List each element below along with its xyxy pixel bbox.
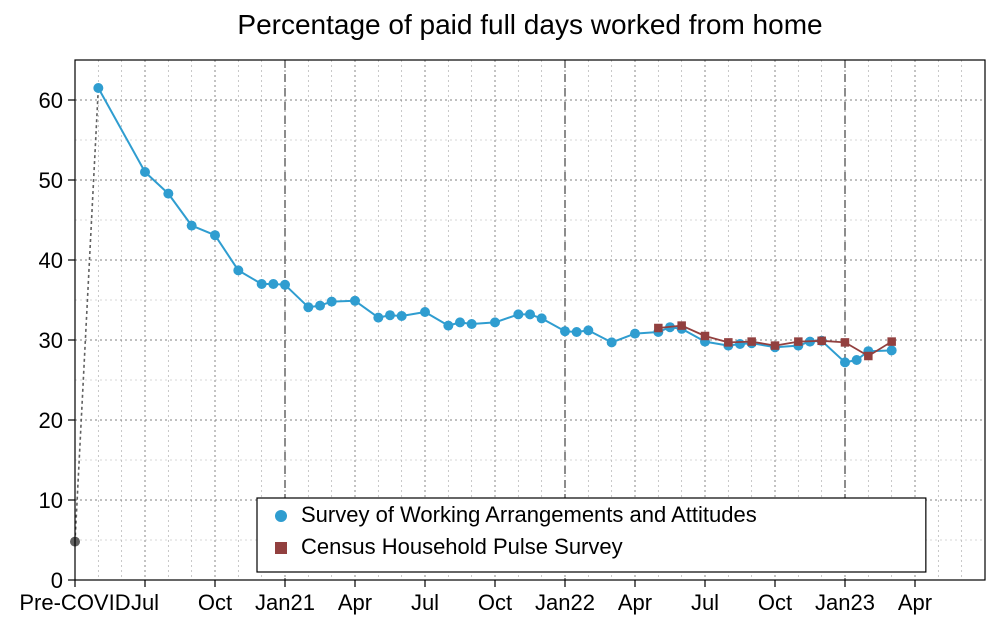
legend-swatch-swaa — [275, 510, 287, 522]
series-marker-census — [701, 332, 710, 341]
series-marker-census — [747, 337, 756, 346]
ytick-label: 40 — [39, 248, 63, 273]
series-marker-swaa — [140, 167, 150, 177]
wfh-chart-svg: Percentage of paid full days worked from… — [0, 0, 1000, 632]
chart-container: Percentage of paid full days worked from… — [0, 0, 1000, 632]
series-marker-swaa — [268, 279, 278, 289]
series-marker-swaa — [443, 321, 453, 331]
ytick-label: 20 — [39, 408, 63, 433]
series-marker-swaa — [607, 337, 617, 347]
series-marker-swaa — [513, 309, 523, 319]
series-marker-census — [654, 324, 663, 333]
ytick-label: 10 — [39, 488, 63, 513]
series-marker-swaa — [840, 357, 850, 367]
series-marker-swaa — [93, 83, 103, 93]
ytick-label: 30 — [39, 328, 63, 353]
series-marker-swaa — [572, 327, 582, 337]
xtick-label: Apr — [618, 590, 652, 615]
series-marker-census — [864, 352, 873, 361]
ytick-label: 60 — [39, 88, 63, 113]
series-marker-swaa — [583, 325, 593, 335]
legend-label-swaa: Survey of Working Arrangements and Attit… — [301, 502, 757, 527]
series-marker-swaa — [467, 319, 477, 329]
series-marker-swaa — [852, 355, 862, 365]
series-marker-census — [771, 341, 780, 350]
legend-label-census: Census Household Pulse Survey — [301, 534, 623, 559]
xtick-label: Jul — [691, 590, 719, 615]
xtick-label: Apr — [898, 590, 932, 615]
series-marker-swaa — [280, 280, 290, 290]
chart-title: Percentage of paid full days worked from… — [237, 9, 822, 40]
legend-swatch-census — [275, 542, 287, 554]
series-marker-swaa — [560, 326, 570, 336]
series-marker-swaa — [887, 345, 897, 355]
series-marker-swaa — [210, 230, 220, 240]
series-marker-swaa — [315, 301, 325, 311]
xtick-label: Jan22 — [535, 590, 595, 615]
series-marker-swaa — [233, 265, 243, 275]
series-marker-swaa — [385, 310, 395, 320]
series-marker-swaa — [373, 313, 383, 323]
xtick-label: Jan21 — [255, 590, 315, 615]
xtick-label: Pre-COVID — [19, 590, 130, 615]
series-marker-swaa — [327, 297, 337, 307]
series-marker-swaa — [525, 309, 535, 319]
xtick-label: Jan23 — [815, 590, 875, 615]
series-marker-census — [841, 338, 850, 347]
xtick-label: Apr — [338, 590, 372, 615]
series-marker-census — [817, 337, 826, 346]
series-marker-swaa — [350, 296, 360, 306]
series-marker-census — [724, 338, 733, 347]
series-marker-swaa — [537, 313, 547, 323]
series-marker-swaa — [257, 279, 267, 289]
series-marker-swaa — [187, 221, 197, 231]
series-marker-swaa — [490, 317, 500, 327]
ytick-label: 50 — [39, 168, 63, 193]
xtick-label: Oct — [478, 590, 512, 615]
series-marker-swaa — [303, 302, 313, 312]
series-marker-census — [794, 337, 803, 346]
xtick-label: Jul — [131, 590, 159, 615]
xtick-label: Jul — [411, 590, 439, 615]
xtick-label: Oct — [758, 590, 792, 615]
xtick-label: Oct — [198, 590, 232, 615]
series-marker-swaa — [420, 307, 430, 317]
series-marker-swaa — [630, 329, 640, 339]
series-marker-swaa — [735, 339, 745, 349]
series-marker-census — [677, 321, 686, 330]
series-marker-swaa — [397, 311, 407, 321]
series-marker-swaa — [163, 189, 173, 199]
series-marker-swaa — [455, 317, 465, 327]
series-marker-census — [887, 337, 896, 346]
